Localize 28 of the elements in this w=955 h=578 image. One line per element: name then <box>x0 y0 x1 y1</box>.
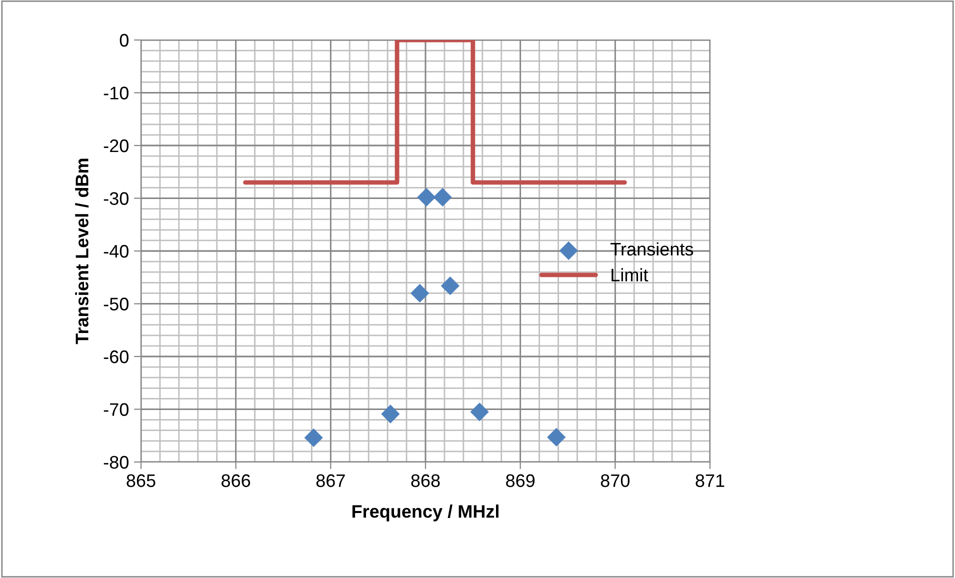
x-tick-label: 867 <box>316 474 345 488</box>
x-tick-label: 865 <box>126 474 156 488</box>
y-tick-label: -60 <box>104 350 128 364</box>
y-tick-label: -70 <box>104 403 128 416</box>
point <box>381 404 400 424</box>
point <box>440 276 460 296</box>
x-tick-label: 868 <box>411 474 440 488</box>
y-tick-label: -80 <box>104 456 128 469</box>
y-tick-label: -40 <box>104 244 128 258</box>
x-axis-title: Frequency / MHzl <box>352 504 498 522</box>
x-tick-label: 869 <box>506 474 535 488</box>
x-tick-label: 870 <box>600 474 630 488</box>
y-tick-label: -20 <box>104 139 128 152</box>
point <box>417 188 436 207</box>
x-tick-label: 871 <box>696 474 724 488</box>
point <box>410 284 430 303</box>
y-tick-label: -10 <box>104 86 128 100</box>
y-axis-title: Transient Level / dBm <box>75 158 89 344</box>
y-tick-label: -50 <box>104 298 128 310</box>
legend-label: Transients <box>610 242 694 256</box>
y-tick-label: -30 <box>104 192 128 205</box>
x-tick-label: 866 <box>222 474 250 488</box>
point <box>547 428 566 447</box>
legend-label: Limit <box>612 268 648 282</box>
point <box>304 428 323 448</box>
point <box>433 188 452 207</box>
point <box>470 402 489 422</box>
y-tick-label: 0 <box>120 34 128 47</box>
